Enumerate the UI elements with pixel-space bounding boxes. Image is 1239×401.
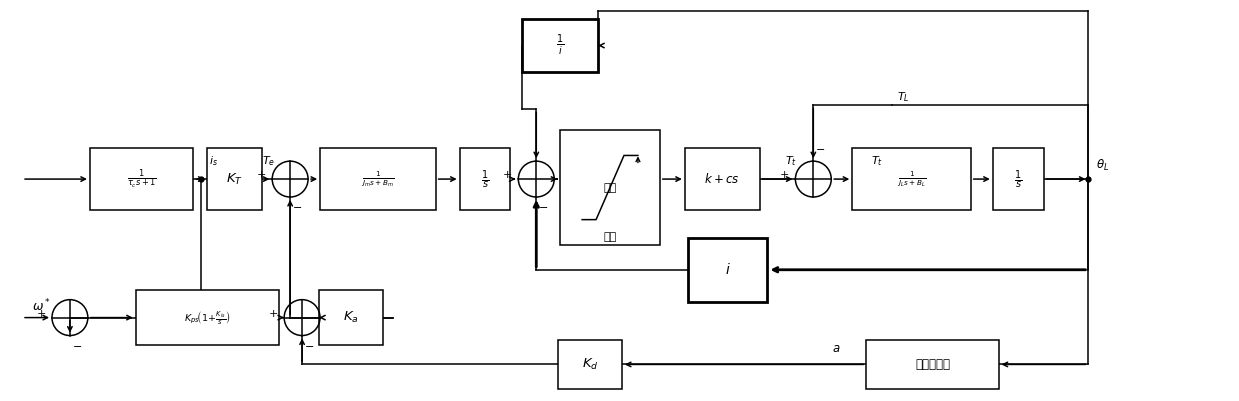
FancyBboxPatch shape bbox=[852, 148, 971, 210]
FancyBboxPatch shape bbox=[90, 148, 193, 210]
Text: $\theta_L$: $\theta_L$ bbox=[1097, 158, 1110, 173]
Text: $K_d$: $K_d$ bbox=[582, 357, 598, 372]
Text: $\frac{1}{J_L s+B_L}$: $\frac{1}{J_L s+B_L}$ bbox=[897, 169, 926, 189]
Text: $K_a$: $K_a$ bbox=[343, 310, 359, 325]
Text: $\frac{1}{s}$: $\frac{1}{s}$ bbox=[481, 168, 489, 190]
FancyBboxPatch shape bbox=[207, 148, 263, 210]
Text: $i_s$: $i_s$ bbox=[209, 154, 218, 168]
Text: −: − bbox=[294, 203, 302, 213]
Text: $\frac{1}{i}$: $\frac{1}{i}$ bbox=[556, 33, 564, 58]
FancyBboxPatch shape bbox=[992, 148, 1043, 210]
Text: $T_t$: $T_t$ bbox=[786, 154, 798, 168]
Text: $K_{ps}\!\left(1\!+\!\frac{K_{is}}{s}\right)$: $K_{ps}\!\left(1\!+\!\frac{K_{is}}{s}\ri… bbox=[185, 309, 230, 326]
Text: 齿隙: 齿隙 bbox=[603, 232, 617, 242]
FancyBboxPatch shape bbox=[685, 148, 760, 210]
Text: +: + bbox=[781, 170, 789, 180]
Text: $T_L$: $T_L$ bbox=[897, 91, 909, 104]
Text: $a$: $a$ bbox=[833, 342, 840, 355]
Text: $T_e$: $T_e$ bbox=[261, 154, 275, 168]
FancyBboxPatch shape bbox=[866, 340, 999, 389]
FancyBboxPatch shape bbox=[136, 290, 279, 346]
FancyBboxPatch shape bbox=[320, 290, 383, 346]
Text: −: − bbox=[305, 342, 315, 352]
FancyBboxPatch shape bbox=[559, 340, 622, 389]
Text: −: − bbox=[817, 145, 825, 155]
Text: −: − bbox=[73, 342, 82, 352]
Text: $\frac{1}{s}$: $\frac{1}{s}$ bbox=[1014, 168, 1022, 190]
Text: +: + bbox=[269, 309, 279, 319]
FancyBboxPatch shape bbox=[523, 18, 598, 73]
Text: −: − bbox=[539, 203, 549, 213]
Text: +: + bbox=[503, 170, 513, 180]
FancyBboxPatch shape bbox=[320, 148, 436, 210]
FancyBboxPatch shape bbox=[688, 238, 767, 302]
Text: $\omega^*$: $\omega^*$ bbox=[32, 297, 51, 314]
Text: $k+cs$: $k+cs$ bbox=[704, 172, 740, 186]
Text: +: + bbox=[37, 309, 46, 319]
Text: 齿隙: 齿隙 bbox=[603, 182, 617, 192]
Text: $\frac{1}{J_m s+B_m}$: $\frac{1}{J_m s+B_m}$ bbox=[362, 169, 394, 189]
FancyBboxPatch shape bbox=[460, 148, 510, 210]
Text: +: + bbox=[256, 170, 266, 180]
Text: 加速度观测: 加速度观测 bbox=[914, 358, 950, 371]
Text: $T_t$: $T_t$ bbox=[871, 154, 883, 168]
Text: $i$: $i$ bbox=[725, 262, 731, 277]
Text: $\frac{1}{\tau_c s+1}$: $\frac{1}{\tau_c s+1}$ bbox=[126, 168, 156, 190]
FancyBboxPatch shape bbox=[560, 130, 660, 245]
Text: $K_T$: $K_T$ bbox=[227, 172, 243, 186]
